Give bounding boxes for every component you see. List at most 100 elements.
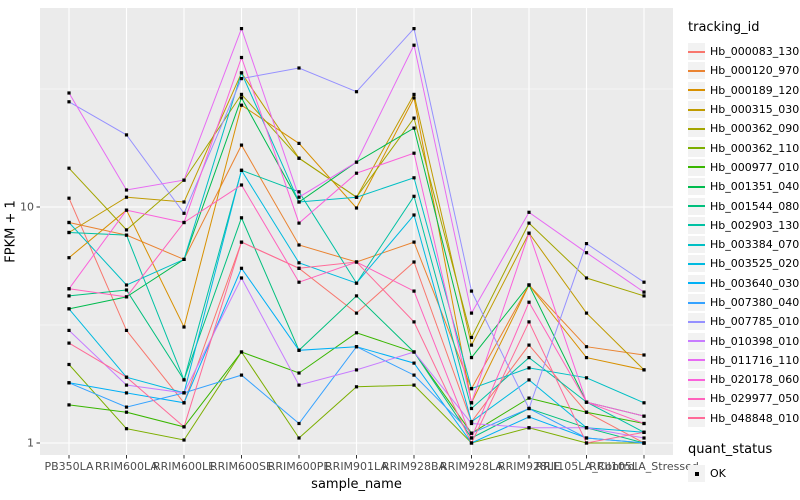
data-point [584,345,589,349]
x-tick-label: PB350LA [44,460,94,473]
legend-entry: Hb_007380_040 [688,293,800,312]
legend-entry: Hb_000189_120 [688,81,800,100]
data-point [469,441,474,445]
data-point [412,240,416,244]
data-point [182,325,186,329]
data-point [297,421,301,426]
x-tick-label: RRIM928BA [381,460,447,473]
legend-key-box [688,236,705,254]
legend-color-line-icon [688,166,705,169]
data-point [469,406,474,411]
data-point [642,436,646,440]
data-point [124,133,129,137]
data-point [297,371,301,375]
legend-key-box [688,120,705,138]
ok-key-box [688,465,705,483]
data-point [297,156,301,160]
legend-entries: Hb_000083_130 Hb_000120_970 Hb_000189_120 H… [688,42,800,428]
data-point [124,375,129,379]
legend-key-box [688,81,705,99]
data-point [297,261,301,265]
data-point [412,320,416,324]
data-point [239,55,244,60]
data-point [297,66,301,70]
data-point [412,116,416,120]
data-point [527,378,531,382]
data-point [297,190,301,194]
legend-entry-label: Hb_000977_010 [710,160,800,174]
data-point [412,383,416,387]
legend-entry-ok: OK [688,464,800,483]
data-point [354,281,359,285]
legend-entry: Hb_001544_080 [688,196,800,215]
legend-key-box [688,390,705,408]
quant-status-block: quant_status OK [688,442,800,483]
data-point [527,366,531,370]
legend-color-line-icon [688,243,705,246]
data-point [469,420,474,424]
legend-color-line-icon [688,417,705,420]
data-point [182,211,186,215]
legend-entry-label: Hb_000315_030 [710,103,800,117]
legend-entry-label: Hb_011716_110 [710,353,800,367]
y-tick-label: 10 [20,200,34,214]
legend-entry: Hb_000362_090 [688,119,800,138]
x-axis-title: sample_name [311,477,402,492]
legend-entry: Hb_048848_010 [688,409,800,428]
legend-color-line-icon [688,320,705,323]
data-point [469,421,474,426]
data-point [527,426,531,430]
x-tick-label: RRII105LA_Stressed [589,460,699,473]
data-point [642,368,646,372]
legend-key-box [688,274,705,292]
data-point [182,378,186,382]
legend-entry-label: Hb_007380_040 [710,296,800,309]
data-point [124,383,129,387]
data-point [354,294,359,298]
legend-color-line-icon [688,185,705,188]
data-point [67,196,71,200]
data-point [354,171,359,175]
data-point [642,441,646,445]
data-point [527,396,531,400]
data-point [67,294,71,298]
data-point [239,266,244,270]
legend-key-box [688,371,705,389]
data-point [412,361,416,365]
data-point [67,381,71,385]
data-point [584,356,589,360]
x-tick-label: RRIM600LE [152,460,216,473]
legend-color-line-icon [688,50,705,53]
data-point [67,91,71,95]
data-point [67,287,71,291]
legend-entry: Hb_007785_010 [688,312,800,331]
data-point [412,126,416,130]
data-point [642,401,646,405]
legend-key-box [688,139,705,157]
data-point [584,426,589,430]
legend-entry-label: Hb_000083_130 [710,45,800,59]
data-point [412,27,416,31]
data-point [642,294,646,298]
legend-key-box [688,43,705,61]
legend-color-line-icon [688,359,705,362]
data-point [182,257,186,261]
data-point [412,176,416,180]
legend-key-box [688,197,705,215]
x-tick-label: RRII105LA_Control [535,460,638,473]
data-point [239,276,244,280]
x-tick-label: RRIM600PE [267,460,331,473]
legend-entry: Hb_003525_020 [688,254,800,273]
data-point [67,328,71,332]
data-point [642,421,646,426]
data-point [527,210,531,214]
data-point [124,391,129,395]
legend-key-box [688,294,705,311]
data-point [67,307,71,311]
data-point [124,195,129,199]
legend-key-box [688,62,705,80]
data-point [297,243,301,247]
data-point [239,92,244,96]
legend-key-box [688,255,705,273]
